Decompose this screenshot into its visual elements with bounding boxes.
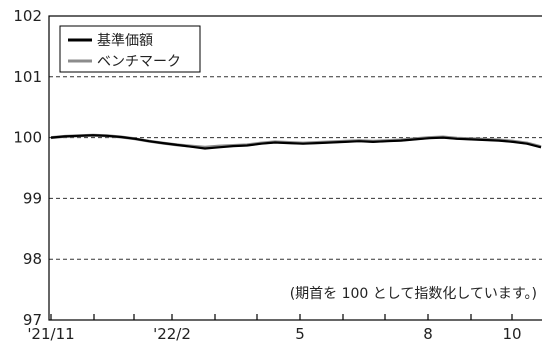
- x-tick-label-0: '21/11: [27, 325, 74, 343]
- x-tick-label-3: 8: [423, 325, 433, 343]
- legend: 基準価額 ベンチマーク: [59, 25, 201, 73]
- series-line-nav: [50, 134, 542, 150]
- gridlines: [49, 76, 542, 260]
- plot-frame: [48, 15, 542, 321]
- legend-label-nav: 基準価額: [97, 32, 153, 49]
- y-tick-label-102: 102: [13, 7, 42, 25]
- series-lines: [50, 133, 542, 150]
- index-note: (期首を 100 として指数化しています。): [290, 286, 537, 302]
- y-tick-label-101: 101: [13, 68, 42, 86]
- y-tick-label-100: 100: [13, 129, 42, 147]
- legend-box: [59, 25, 201, 73]
- y-tick-label-98: 98: [23, 250, 42, 268]
- y-tick-label-97: 97: [23, 311, 42, 329]
- y-tick-label-99: 99: [23, 189, 42, 207]
- x-tick-label-2: 5: [295, 325, 305, 343]
- x-tick-label-1: '22/2: [153, 325, 191, 343]
- x-axis-ticks: '21/11 '22/2 5 8 10: [27, 314, 522, 343]
- x-tick-label-4: 10: [502, 325, 521, 343]
- legend-label-benchmark: ベンチマーク: [97, 54, 181, 70]
- y-axis-ticks: 97 98 99 100 101 102: [13, 7, 42, 329]
